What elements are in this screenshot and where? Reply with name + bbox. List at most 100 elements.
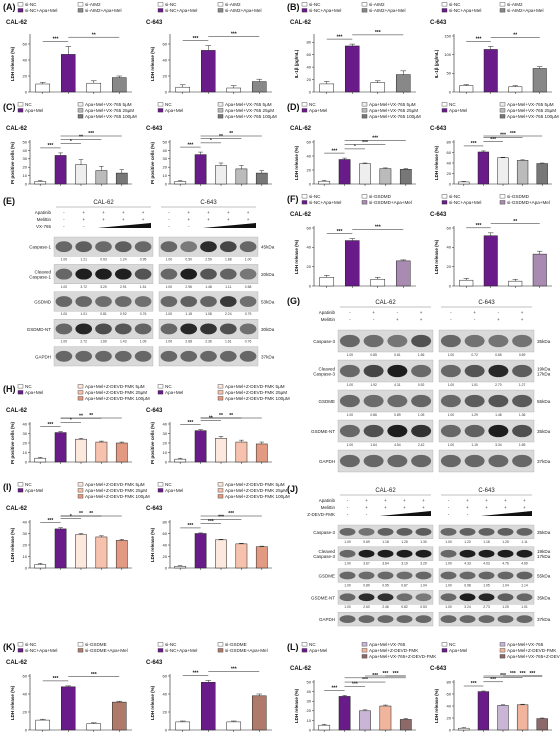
kda-label: 30kDa [261, 327, 275, 332]
y-axis-label: IL-1β (pg/mL) [434, 49, 439, 78]
bar [255, 172, 268, 185]
protein-band [478, 549, 495, 558]
bar [35, 83, 51, 93]
band-quant: 3.72 [80, 285, 87, 289]
band-label-full: Cleaved Caspase-3 [295, 543, 335, 548]
legend-entry: Apa+Mel [25, 108, 43, 113]
legend-swatch [499, 8, 506, 13]
legend-entry: Apa+Mel+Z-DEVD-FMK [507, 648, 557, 653]
y-tick-label: 40 [307, 65, 312, 70]
y-tick-label: 40 [23, 519, 28, 524]
legend-entry: Apa+Mel+Z-DEVD-FMK 25μM [85, 488, 147, 493]
band-quant: 0.69 [363, 540, 370, 544]
sig-label: *** [193, 36, 199, 42]
legend-swatch [441, 2, 448, 7]
band-quant: 4.31 [394, 383, 401, 387]
band-quant: 1.18 [185, 312, 192, 316]
bar [215, 165, 227, 185]
band-quant: 1.25 [502, 540, 509, 544]
band-quant: 1.51 [471, 383, 478, 387]
legend-entry: NC [25, 102, 32, 107]
protein-band [180, 268, 198, 280]
bar [54, 155, 67, 185]
protein-band [415, 549, 432, 558]
legend-entry: Apa+Mel+VX-765 5μM [225, 102, 272, 107]
bar [75, 164, 87, 185]
treatment-sign: - [448, 498, 450, 503]
y-tick-label: 20 [447, 715, 452, 720]
sig-label: *** [510, 671, 516, 677]
y-tick-label: 40 [447, 245, 452, 250]
band-quant: 1.05 [483, 583, 490, 587]
y-tick-label: 40 [163, 57, 168, 62]
y-tick-label: 10 [163, 450, 168, 455]
bar [458, 181, 470, 185]
legend-swatch [217, 488, 224, 493]
protein-band [95, 241, 112, 253]
bar [95, 170, 108, 185]
y-axis-label: LDH release (%) [10, 46, 15, 81]
legend-entry: si-NC+Apa+Mel [25, 648, 57, 653]
treatment-sign: - [347, 505, 349, 510]
bar [379, 168, 392, 185]
band-label: GAPDH [319, 617, 335, 622]
legend-swatch [361, 108, 368, 113]
bar [194, 154, 207, 185]
band-quant: 0.92 [120, 312, 127, 316]
protein-band [134, 323, 152, 335]
kda-label: 35kDa [537, 530, 551, 535]
chart-title: C-643 [430, 666, 447, 672]
protein-band [160, 241, 178, 253]
y-tick-label: 0 [25, 181, 28, 186]
kda-label: 35kDa [537, 429, 551, 434]
chart-panel: NC Apa+Mel+VX-765 Apa+Mel Apa+Mel+Z-DEVD-FM… [430, 642, 560, 732]
legend-entry: Apa+Mel+VX-765 5μM [369, 102, 416, 107]
protein-band [114, 241, 132, 253]
band-quant: 2.96 [185, 285, 192, 289]
treatment-label: Melittin [321, 317, 336, 322]
legend-swatch [361, 102, 368, 107]
chart-panel: (H) NC Apa+Mel+Z-DEVD-FMK 5μM Apa+Mel Apa+Me… [3, 384, 150, 464]
protein-band [180, 296, 198, 307]
sig-label: ** [79, 511, 83, 517]
band-quant: 1.00 [166, 312, 173, 316]
treatment-sign: - [63, 210, 65, 215]
kda-label: 19kDa [537, 367, 551, 372]
band-quant: 0.89 [394, 413, 401, 417]
band-label: GSDME [318, 399, 335, 404]
treatment-sign: + [403, 498, 406, 503]
y-tick-label: 40 [307, 245, 312, 250]
y-tick-label: 40 [23, 691, 28, 696]
protein-band [415, 528, 432, 536]
y-tick-label: 40 [447, 160, 452, 165]
sig-label: ** [209, 416, 213, 422]
band-quant: 0.61 [394, 353, 401, 357]
legend-swatch [157, 482, 164, 487]
sig-label: ** [79, 413, 83, 419]
protein-band [459, 571, 476, 580]
bar [459, 85, 474, 93]
sig-label: *** [187, 523, 193, 529]
band-quant: 1.61 [225, 340, 232, 344]
legend-entry: si-AIM2+Apa+Mel [369, 8, 406, 13]
band-label: GSDME [318, 574, 335, 579]
y-tick-label: 10 [23, 554, 28, 559]
bar [235, 543, 248, 569]
legend-entry: Apa+Mel [25, 390, 43, 395]
protein-band [411, 334, 432, 348]
bar [477, 691, 490, 731]
legend-entry: NC [449, 102, 456, 107]
protein-band [219, 241, 237, 253]
legend-swatch [77, 482, 84, 487]
band-quant: 0.95 [140, 257, 147, 261]
band-quant: 1.00 [166, 257, 173, 261]
protein-band [377, 593, 394, 602]
y-axis-label: LDH release (%) [434, 239, 439, 274]
band-quant: 1.00 [166, 340, 173, 344]
legend-swatch [301, 200, 308, 205]
protein-band [516, 571, 533, 580]
legend-swatch [17, 390, 24, 395]
band-quant: 0.76 [245, 340, 252, 344]
band-quant: 1.05 [418, 413, 425, 417]
legend-swatch [441, 108, 448, 113]
